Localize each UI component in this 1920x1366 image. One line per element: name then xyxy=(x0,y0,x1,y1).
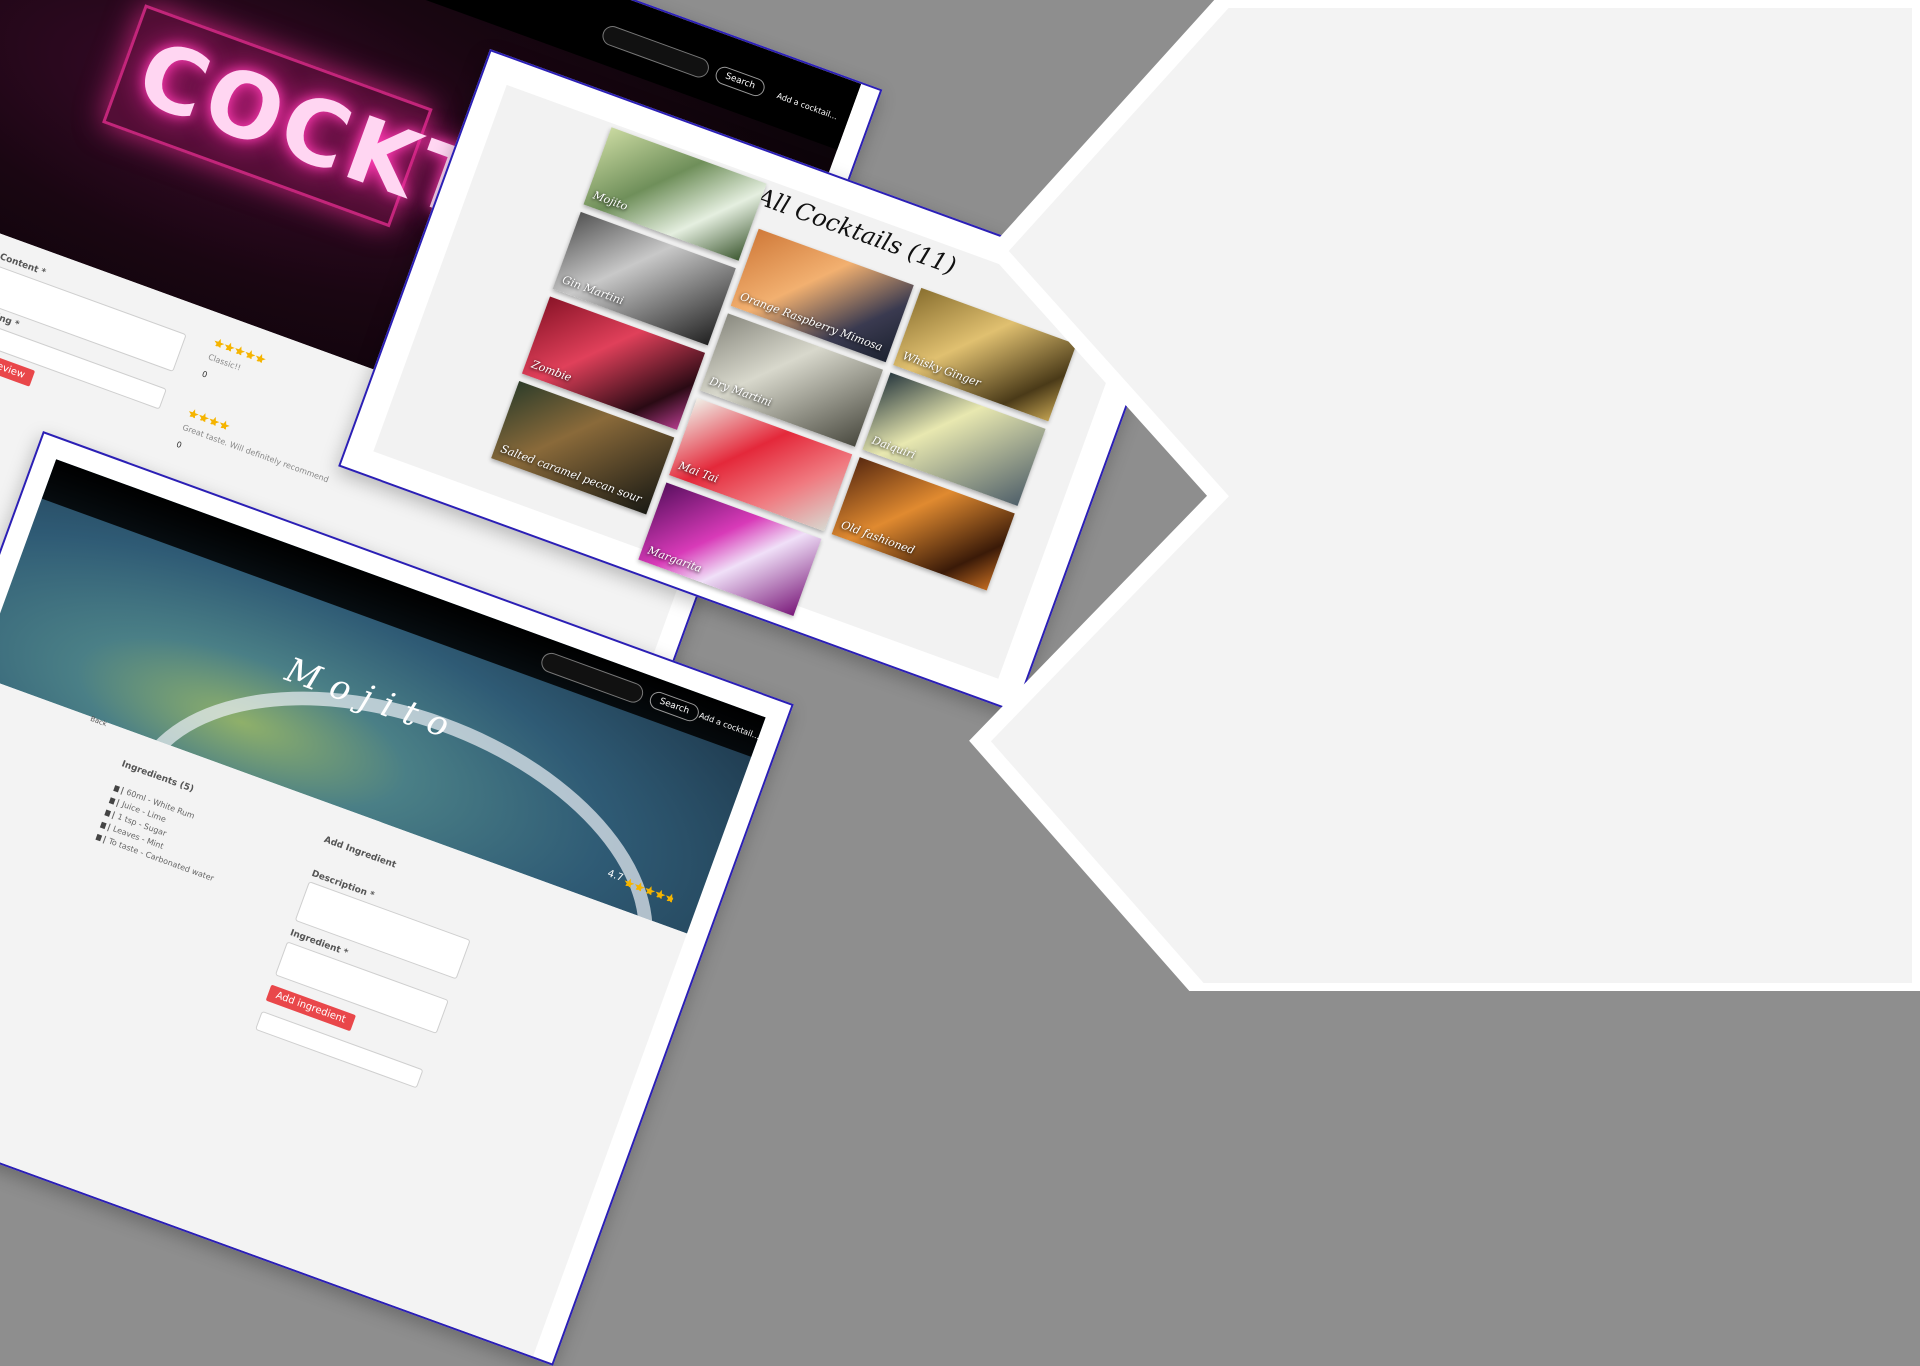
star xyxy=(219,420,230,431)
rating-stars xyxy=(623,873,676,903)
star xyxy=(214,338,225,350)
star xyxy=(634,882,645,893)
review-stars xyxy=(187,404,233,431)
star-row xyxy=(214,338,266,364)
star xyxy=(235,346,246,357)
star xyxy=(245,350,256,361)
backdrop-shapes xyxy=(969,0,1920,991)
star xyxy=(624,878,635,890)
star-row xyxy=(624,878,676,903)
detail-page: Search Add a cocktail... Mojito 4.7 Back… xyxy=(0,431,794,1366)
star xyxy=(224,342,235,354)
chevron-panel xyxy=(969,0,1920,991)
star xyxy=(188,409,199,420)
star xyxy=(199,413,210,424)
star-row xyxy=(188,409,233,431)
star xyxy=(665,893,676,903)
star xyxy=(645,886,656,897)
review-stars xyxy=(213,334,269,364)
star xyxy=(209,416,220,428)
star xyxy=(255,353,266,364)
star xyxy=(655,889,666,901)
